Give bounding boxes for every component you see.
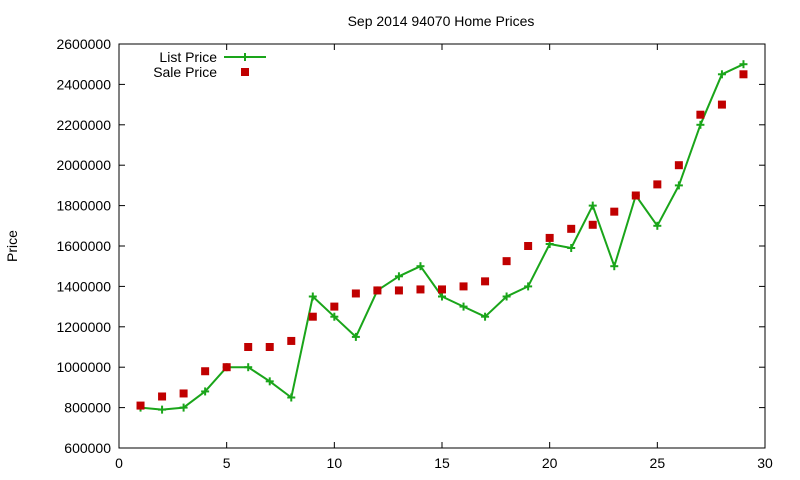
sale-price-point	[739, 70, 748, 79]
sale-price-point	[717, 100, 726, 109]
list-price-point	[330, 312, 339, 321]
sale-price-point	[394, 286, 403, 295]
list-price-point	[717, 70, 726, 79]
sale-price-point	[459, 282, 468, 291]
sale-price-point	[502, 257, 511, 266]
sale-price-point	[545, 233, 554, 242]
list-price-point	[567, 244, 576, 253]
list-price-point	[524, 282, 533, 291]
list-price-point	[351, 332, 360, 341]
x-tick-label: 0	[115, 455, 123, 471]
list-price-point	[265, 377, 274, 386]
list-price-point	[696, 120, 705, 129]
sale-price-point	[416, 285, 425, 294]
legend-label-list-price: List Price	[159, 49, 217, 65]
series-layer	[136, 60, 748, 414]
list-price-point	[158, 405, 167, 414]
y-tick-label: 2000000	[56, 157, 111, 173]
x-tick-label: 10	[327, 455, 343, 471]
y-tick-label: 1800000	[56, 198, 111, 214]
sale-price-point	[265, 343, 274, 351]
y-tick-label: 2200000	[56, 117, 111, 133]
list-price-point	[438, 292, 446, 301]
y-tick-label: 1200000	[56, 319, 111, 335]
legend-marker-sale-price	[241, 68, 249, 76]
sale-price-point	[653, 180, 662, 189]
axis-ticks: 0 5 10 15 20 25 30 600000 800000 1000000 1200000 14…	[56, 36, 773, 471]
sale-price-point	[136, 401, 145, 410]
sale-price-point	[351, 289, 360, 298]
y-tick-label: 2600000	[56, 36, 111, 52]
sale-price-point	[588, 220, 597, 229]
sale-price-point	[481, 277, 490, 286]
list-price-point	[394, 272, 403, 281]
x-tick-label: 20	[542, 455, 558, 471]
chart-title: Sep 2014 94070 Home Prices	[348, 13, 535, 29]
sale-price-point	[222, 363, 231, 372]
y-tick-label: 1000000	[56, 359, 111, 375]
y-tick-label: 2400000	[56, 76, 111, 92]
list-price-point	[179, 403, 188, 412]
sale-price-point	[179, 389, 188, 398]
legend-marker-list-price	[241, 53, 249, 61]
list-price-point	[610, 262, 619, 271]
sale-price-point	[610, 207, 619, 216]
sale-price-point	[696, 110, 705, 119]
x-tick-label: 30	[757, 455, 773, 471]
y-tick-label: 800000	[64, 400, 111, 416]
y-tick-label: 1400000	[56, 278, 111, 294]
list-price-point	[201, 387, 210, 396]
sale-price-point	[438, 285, 446, 294]
list-price-point	[502, 292, 511, 301]
sale-price-point	[631, 191, 640, 200]
y-tick-label: 600000	[64, 440, 111, 456]
sale-price-point	[158, 392, 167, 401]
sale-price-point	[373, 286, 382, 295]
list-price-point	[653, 221, 662, 230]
sale-price-point	[287, 336, 296, 345]
list-price-point	[674, 181, 683, 190]
list-price-point	[287, 393, 296, 402]
sale-price-point	[201, 367, 210, 376]
list-price-point	[244, 363, 253, 372]
sale-price-point	[524, 242, 533, 250]
list-price-point	[459, 302, 468, 311]
sale-price-point	[308, 312, 317, 321]
list-price-point	[739, 60, 748, 69]
sale-price-point	[244, 343, 253, 351]
x-tick-label: 25	[650, 455, 666, 471]
list-price-point	[588, 201, 597, 210]
sale-price-point	[567, 224, 576, 233]
sale-price-point	[330, 302, 339, 311]
sale-price-point	[674, 161, 683, 170]
list-price-point	[481, 312, 490, 321]
x-tick-label: 15	[434, 455, 450, 471]
legend-label-sale-price: Sale Price	[153, 64, 217, 80]
y-axis-label: Price	[4, 230, 20, 262]
y-tick-label: 1600000	[56, 238, 111, 254]
plot-area-frame	[118, 43, 766, 449]
list-price-line	[140, 63, 744, 411]
x-tick-label: 5	[223, 455, 231, 471]
list-price-point	[308, 292, 317, 301]
list-price-point	[416, 262, 425, 271]
